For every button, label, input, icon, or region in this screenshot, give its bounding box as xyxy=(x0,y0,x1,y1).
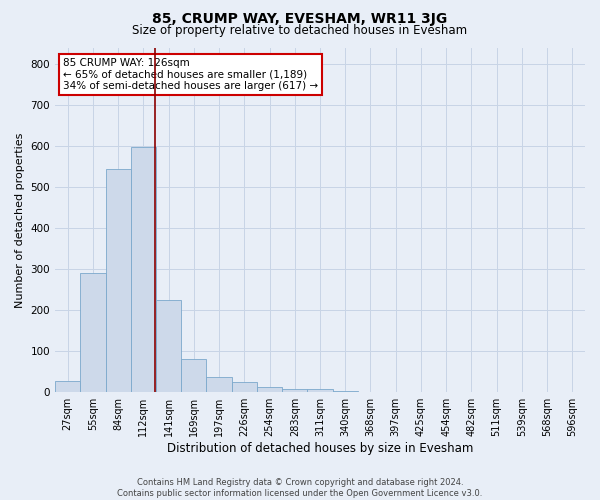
Bar xyxy=(332,390,358,392)
Text: 85 CRUMP WAY: 126sqm
← 65% of detached houses are smaller (1,189)
34% of semi-de: 85 CRUMP WAY: 126sqm ← 65% of detached h… xyxy=(63,58,318,91)
Bar xyxy=(257,387,282,392)
Text: 85, CRUMP WAY, EVESHAM, WR11 3JG: 85, CRUMP WAY, EVESHAM, WR11 3JG xyxy=(152,12,448,26)
Bar xyxy=(80,273,106,392)
Bar xyxy=(181,360,206,392)
Y-axis label: Number of detached properties: Number of detached properties xyxy=(15,132,25,308)
Bar xyxy=(131,147,156,392)
Text: Size of property relative to detached houses in Evesham: Size of property relative to detached ho… xyxy=(133,24,467,37)
Bar xyxy=(282,389,307,392)
Bar xyxy=(55,381,80,392)
Bar xyxy=(156,300,181,392)
Bar xyxy=(232,382,257,392)
Bar xyxy=(206,376,232,392)
X-axis label: Distribution of detached houses by size in Evesham: Distribution of detached houses by size … xyxy=(167,442,473,455)
Text: Contains HM Land Registry data © Crown copyright and database right 2024.
Contai: Contains HM Land Registry data © Crown c… xyxy=(118,478,482,498)
Bar xyxy=(307,390,332,392)
Bar xyxy=(106,168,131,392)
